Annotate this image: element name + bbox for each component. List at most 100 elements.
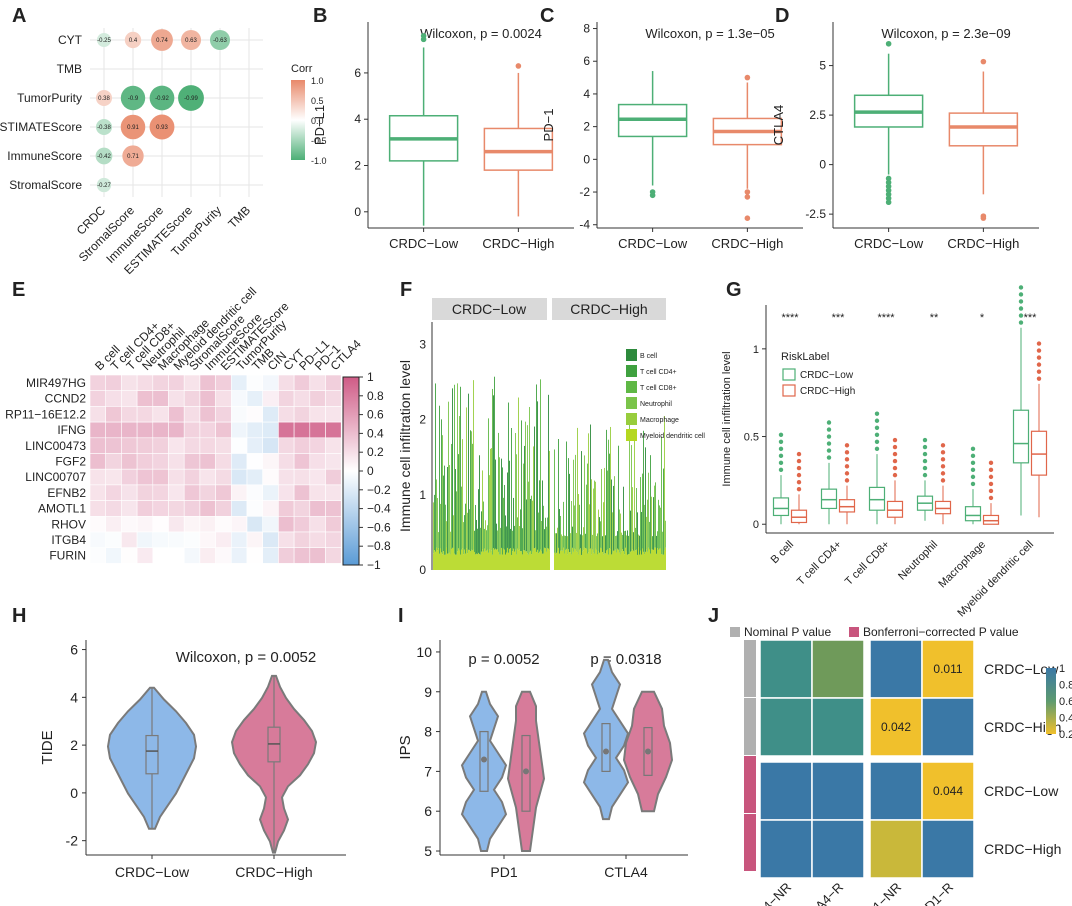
bar-segment: [537, 549, 538, 570]
heatmap-cell: [183, 437, 201, 454]
bar-segment: [508, 402, 509, 553]
bar-segment: [519, 526, 520, 550]
bar-segment: [621, 551, 622, 570]
bar-segment: [538, 512, 539, 554]
facet-strip-low: [432, 298, 547, 320]
corr-value: -0.25: [97, 38, 111, 44]
y-tick-label: 0: [70, 785, 78, 801]
x-tick-label: CRDC−High: [947, 236, 1019, 251]
bar-segment: [618, 445, 619, 550]
bar-segment: [465, 503, 466, 554]
bar-segment: [640, 550, 641, 570]
bar-segment: [564, 535, 565, 554]
bar-segment: [453, 547, 454, 570]
outlier-point: [874, 411, 880, 416]
outlier-point: [796, 458, 802, 464]
y-tick-label: 2: [583, 120, 590, 134]
bar-segment: [483, 501, 484, 552]
heatmap-cell: [215, 468, 232, 486]
bar-segment: [460, 554, 461, 570]
y-tick-label: 1: [753, 344, 759, 356]
bar-segment: [636, 549, 637, 570]
bar-segment: [661, 436, 662, 555]
bar-segment: [467, 553, 468, 570]
heatmap-cell: [199, 531, 216, 548]
heatmap-cell: [293, 500, 311, 517]
bar-segment: [649, 549, 650, 570]
heatmap-cell: [262, 531, 279, 548]
box: [1012, 409, 1030, 464]
bar-segment: [583, 550, 584, 570]
outlier-point: [892, 465, 898, 471]
bar-segment: [570, 533, 571, 553]
bar-segment: [513, 548, 514, 570]
y-tick-label: 0: [819, 158, 826, 172]
bar-segment: [443, 475, 444, 552]
significance-stars: ****: [877, 312, 895, 324]
bar-segment: [557, 551, 558, 570]
heatmap-cell: [325, 453, 342, 470]
corr-dot: [120, 85, 146, 111]
bar-segment: [657, 531, 658, 549]
pvalue-cell: [869, 761, 923, 821]
bar-segment: [502, 554, 503, 570]
bar-segment: [575, 454, 576, 550]
heatmap-cell: [262, 500, 279, 517]
heatmap-cell: [168, 437, 185, 454]
bar-segment: [601, 548, 602, 570]
y-tick-label: -2.5: [805, 207, 826, 221]
corr-value: -0.99: [184, 96, 198, 102]
outlier-point: [744, 74, 751, 81]
bar-segment: [509, 460, 510, 549]
bar-segment: [616, 535, 617, 553]
bar-segment: [472, 550, 473, 570]
bar-segment: [433, 502, 434, 554]
bar-segment: [611, 479, 612, 555]
bar-segment: [435, 551, 436, 570]
box: [643, 726, 653, 776]
color-bar: [342, 376, 360, 566]
legend-label: Myeloid dendritic cell: [640, 433, 705, 440]
bar-segment: [436, 479, 437, 548]
bar-segment: [635, 550, 636, 570]
bar-segment: [593, 488, 594, 553]
heatmap-cell: [309, 437, 326, 454]
bar-segment: [648, 472, 649, 548]
heatmap-cell: [89, 390, 106, 407]
bar-segment: [585, 548, 586, 570]
bar-segment: [449, 465, 450, 553]
y-axis-label: PD−1: [541, 109, 556, 142]
heatmap-cell: [325, 374, 342, 391]
heatmap-cell: [293, 453, 311, 470]
bar-segment: [645, 551, 646, 570]
bar-segment: [442, 435, 443, 555]
heatmap-cell: [136, 390, 154, 407]
bar-segment: [638, 534, 639, 548]
heatmap-cell: [183, 500, 201, 517]
bar-segment: [623, 551, 624, 570]
heatmap-cell: [105, 453, 122, 470]
row-label: TumorPurity: [17, 91, 82, 105]
bar-segment: [639, 535, 640, 555]
heatmap-cell: [89, 374, 106, 391]
legend-label: Neutrophil: [640, 401, 672, 408]
bar-segment: [640, 477, 641, 551]
outlier-point: [796, 486, 802, 492]
y-axis-label: PD−L1: [312, 105, 327, 145]
pvalue-label: 0.044: [933, 784, 963, 798]
bar-segment: [645, 447, 646, 552]
heatmap-cell: [105, 500, 122, 517]
heatmap-cell: [152, 531, 169, 548]
bar-segment: [448, 553, 449, 570]
heatmap-cell: [105, 374, 122, 391]
heatmap-cell: [246, 484, 263, 501]
facet-strip-high: [552, 298, 666, 320]
legend-tick: −0.8: [367, 539, 391, 553]
y-tick-label: 6: [424, 803, 432, 819]
median-point: [481, 756, 487, 763]
bar-segment: [662, 531, 663, 555]
bar-segment: [643, 551, 644, 570]
outlier-point: [922, 437, 928, 443]
bar-segment: [602, 536, 603, 552]
heatmap-cell: [199, 421, 216, 439]
